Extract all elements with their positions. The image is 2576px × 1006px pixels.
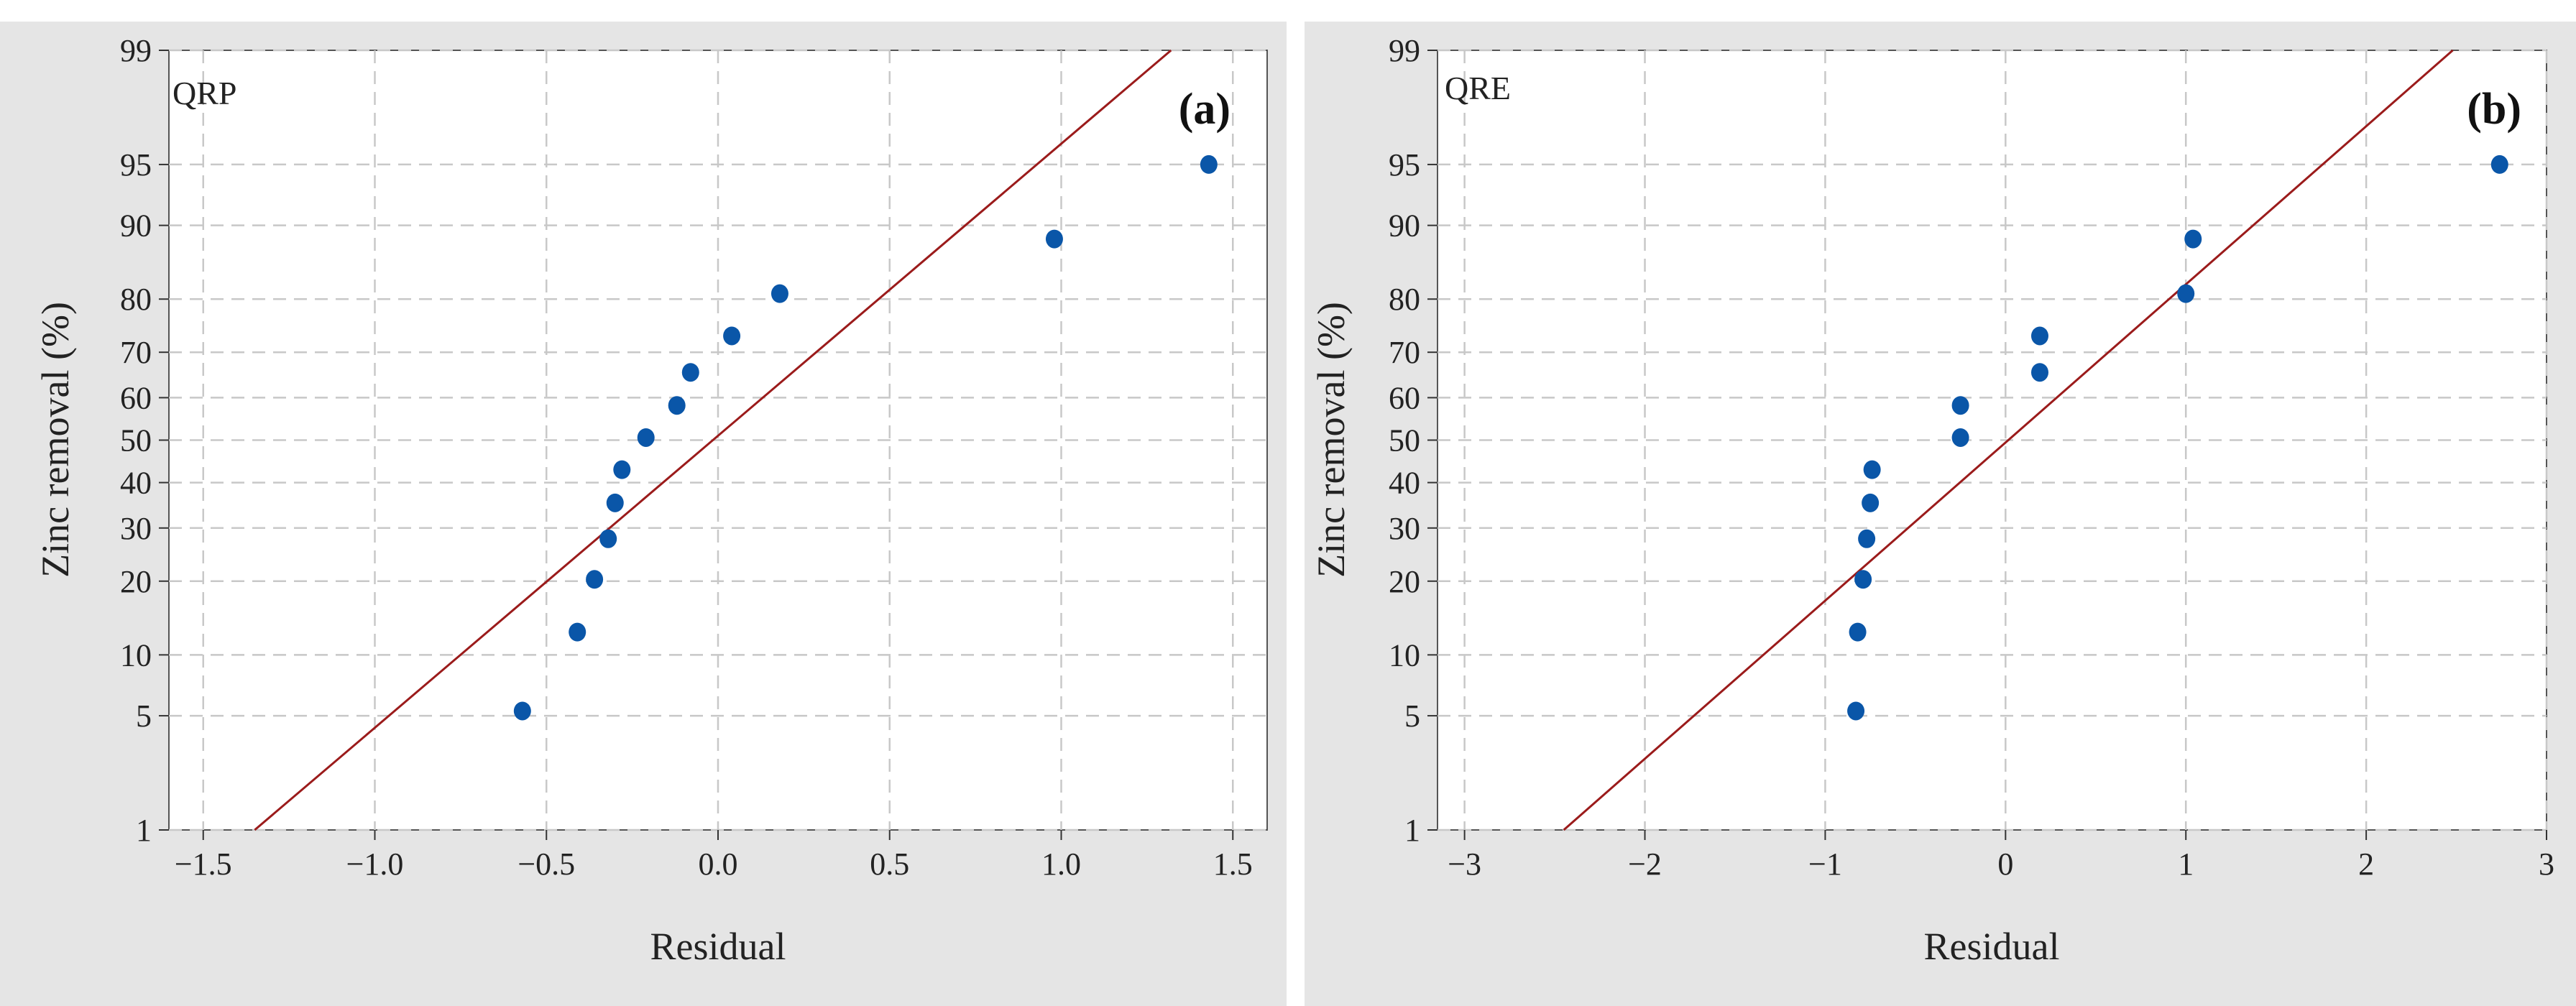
panel-a-x-tick-label: −1.0 [346, 846, 404, 882]
panel-a-letter: (a) [1179, 85, 1230, 134]
panel-a-x-tick-label: 0.5 [870, 846, 909, 882]
panel-a-data-point [681, 363, 699, 382]
panel-b-data-point [2030, 363, 2048, 382]
panel-a-y-tick-label: 5 [136, 698, 152, 734]
panel-b-data-point [2177, 284, 2195, 303]
panel-b-y-tick-label: 90 [1389, 208, 1420, 244]
panel-b-x-tick-label: −1 [1808, 846, 1842, 882]
panel-a-y-tick-label: 80 [120, 282, 152, 317]
panel-a-data-point [1045, 229, 1063, 249]
panel-a-y-tick-label: 99 [120, 33, 152, 68]
panel-b-x-tick-label: −3 [1448, 846, 1481, 882]
panel-b-data-point [2030, 326, 2048, 346]
panel-b-letter: (b) [2467, 85, 2521, 134]
panel-a-data-point [569, 622, 586, 642]
panel-a-y-tick-label: 90 [120, 208, 152, 244]
panel-a-fit-line [254, 49, 1172, 831]
panel-b-data-point [2184, 229, 2202, 249]
panel-a-x-tick-label: −1.5 [175, 846, 232, 882]
panel-a-y-tick-label: 40 [120, 466, 152, 501]
panel-b-y-tick-label: 30 [1389, 511, 1420, 546]
panel-a-y-tick-label: 30 [120, 511, 152, 546]
panel-a-data-point [613, 460, 631, 479]
panel-b-corner-label: QRE [1445, 70, 1511, 106]
panel-b-y-tick-label: 50 [1389, 423, 1420, 458]
panel-b-x-tick-label: 0 [1997, 846, 2013, 882]
panel-b-data-point [1854, 570, 1872, 589]
panel-b-x-axis-label: Residual [1924, 925, 2060, 968]
panel-b-y-tick-label: 99 [1389, 33, 1420, 68]
panel-a-x-ticks: −1.5 −1.0 −0.5 0.0 0.5 1.0 1.5 [175, 830, 1253, 882]
panel-a-y-tick-label: 60 [120, 380, 152, 415]
panel-a-x-tick-label: 1.5 [1213, 846, 1253, 882]
panel-b-fit-layer [1563, 49, 2454, 831]
panel-a-data-point [723, 326, 741, 346]
panel-b-x-ticks: −3 −2 −1 0 1 2 3 [1448, 830, 2554, 882]
panel-b-x-tick-label: −2 [1628, 846, 1662, 882]
panel-a-y-tick-label: 95 [120, 147, 152, 183]
panel-a-data-point [513, 701, 531, 721]
panel-a-y-axis-label: Zinc removal (%) [34, 302, 77, 578]
panel-a-y-tick-label: 70 [120, 335, 152, 370]
panel-b-data-point [1862, 493, 1880, 512]
panel-b-y-tick-label: 1 [1404, 813, 1420, 848]
panel-b-grid [1438, 49, 2548, 831]
panel-a-grid [169, 49, 1267, 831]
panel-a: −1.5 −1.0 −0.5 0.0 0.5 1.0 1.5 1 5 10 20 30 40 50 60 7… [0, 22, 1287, 1006]
panel-a-data-point [668, 396, 686, 415]
panel-a-x-axis-label: Residual [650, 925, 786, 968]
panel-b-data-point [1951, 428, 1969, 447]
panel-a-data-point [637, 428, 655, 447]
panel-a-data-point [606, 493, 624, 512]
panel-b-y-tick-label: 5 [1404, 698, 1420, 734]
panel-a-x-tick-label: 1.0 [1041, 846, 1081, 882]
panel-a-y-tick-label: 10 [120, 637, 152, 673]
panel-b-data-point [1858, 529, 1876, 548]
panel-b-y-tick-label: 20 [1389, 564, 1420, 599]
panel-a-y-ticks: 1 5 10 20 30 40 50 60 70 80 90 95 99 [120, 33, 169, 848]
panel-b-y-tick-label: 70 [1389, 335, 1420, 370]
panel-b-y-tick-label: 40 [1389, 466, 1420, 501]
panel-a-data-point [586, 570, 604, 589]
panel-a-corner-label: QRP [172, 75, 236, 111]
panel-a-x-tick-label: 0.0 [699, 846, 738, 882]
panel-b-y-ticks: 1 5 10 20 30 40 50 60 70 80 90 95 99 [1389, 33, 1438, 848]
panel-b-x-tick-label: 3 [2539, 846, 2554, 882]
panel-a-fit-layer [254, 49, 1172, 831]
panel-a-y-tick-label: 50 [120, 423, 152, 458]
panel-b-y-tick-label: 80 [1389, 282, 1420, 317]
panel-b-x-tick-label: 1 [2178, 846, 2194, 882]
panel-a-data-point [1200, 154, 1218, 174]
panel-a-x-tick-label: −0.5 [518, 846, 575, 882]
panel-b-y-tick-label: 60 [1389, 380, 1420, 415]
panel-a-y-tick-label: 20 [120, 564, 152, 599]
panel-b-y-axis-label: Zinc removal (%) [1310, 302, 1353, 578]
panel-a-data-point [599, 529, 617, 548]
panel-b-fit-line [1563, 49, 2454, 831]
panel-b-points [1847, 154, 2508, 721]
panel-a-y-tick-label: 1 [136, 813, 152, 848]
panel-b-x-tick-label: 2 [2358, 846, 2374, 882]
panel-b-data-point [2490, 154, 2508, 174]
panel-b-y-tick-label: 95 [1389, 147, 1420, 183]
panel-b-data-point [1863, 460, 1881, 479]
panel-a-points [513, 154, 1218, 721]
panel-b-data-point [1849, 622, 1867, 642]
panel-b-data-point [1951, 396, 1969, 415]
panel-b-data-point [1847, 701, 1865, 721]
panel-b-y-tick-label: 10 [1389, 637, 1420, 673]
panel-a-data-point [770, 284, 788, 303]
